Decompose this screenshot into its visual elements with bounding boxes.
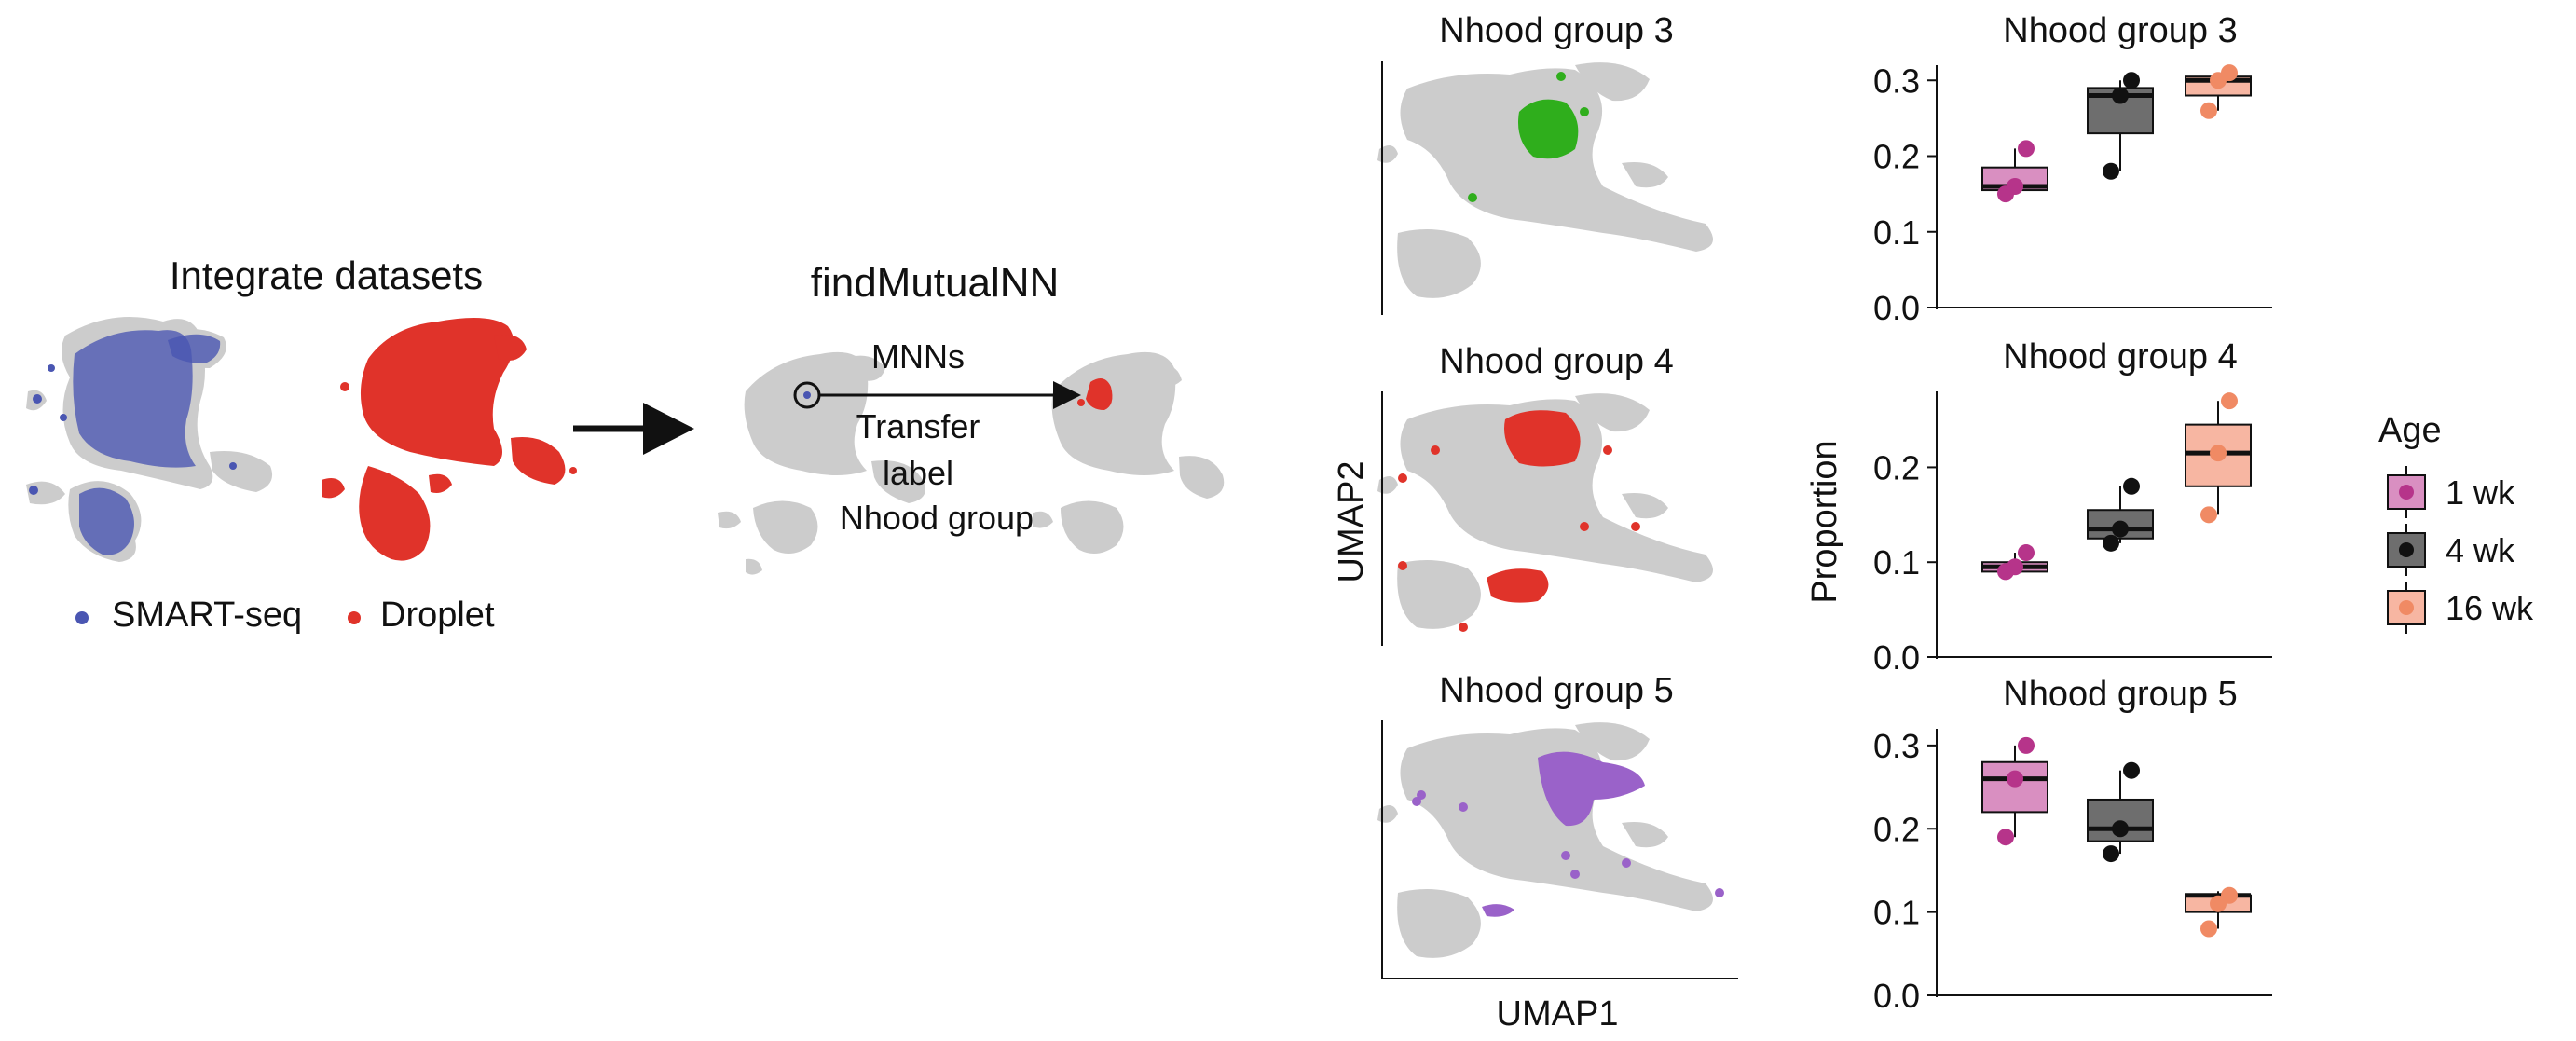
age-legend-label: 4 wk	[2446, 531, 2515, 569]
y-tick-label: 0.2	[1873, 138, 1920, 176]
data-point	[2123, 72, 2140, 89]
box-4wk	[2087, 761, 2154, 863]
age-legend-item-16wk: 16 wk	[2387, 582, 2534, 634]
smartseq-umap	[26, 317, 273, 562]
umap-panel-group-4	[1377, 393, 1713, 632]
age-legend-title: Age	[2378, 411, 2442, 450]
box-4wk	[2087, 477, 2154, 552]
age-legend-label: 16 wk	[2446, 589, 2534, 627]
y-tick-label: 0.2	[1873, 810, 1920, 848]
y-tick-label: 0.2	[1873, 448, 1920, 486]
boxplot-5: 0.0 0.1 0.2 0.3 Nhood group 5	[1873, 675, 2272, 1015]
droplet-legend-label: Droplet	[380, 596, 495, 635]
age-legend: Age 1 wk 4 wk 16 wk	[2378, 411, 2534, 634]
box-4wk	[2087, 72, 2154, 180]
data-point	[2007, 178, 2023, 195]
data-point	[2007, 770, 2023, 788]
dataset-legend: SMART-seq Droplet	[75, 596, 495, 635]
transfer-label-line1: Transfer	[856, 407, 980, 445]
box-16wk	[2185, 886, 2252, 938]
data-point	[2103, 534, 2119, 552]
data-point	[2018, 140, 2035, 158]
mnn-title: findMutualNN	[811, 260, 1060, 306]
data-point	[2103, 845, 2119, 863]
data-point	[2221, 392, 2238, 410]
y-tick-label: 0.3	[1873, 62, 1920, 100]
boxplot-title: Nhood group 4	[2003, 337, 2237, 377]
data-point	[2112, 820, 2129, 838]
data-point	[2200, 102, 2217, 119]
y-tick-label: 0.0	[1873, 289, 1920, 327]
y-tick-label: 0.1	[1873, 894, 1920, 932]
mnn-label: MNNs	[871, 337, 965, 376]
mnn-panel: findMutualNN MNNs Transfer label	[718, 260, 1225, 575]
data-point	[2018, 544, 2035, 562]
box-1wk	[1981, 544, 2048, 581]
y-tick-label: 0.3	[1873, 727, 1920, 765]
umap-xlabel: UMAP1	[1497, 994, 1619, 1034]
box-16wk	[2185, 392, 2252, 524]
transfer-label-line3: Nhood group	[840, 499, 1034, 537]
data-point	[2103, 162, 2119, 180]
data-point	[2200, 920, 2217, 938]
flow-arrow	[573, 403, 694, 455]
umap-title-group-3: Nhood group 3	[1439, 11, 1673, 50]
data-point	[2018, 736, 2035, 754]
transfer-label-line2: label	[883, 454, 953, 492]
umap-title-group-5: Nhood group 5	[1439, 671, 1673, 710]
umap-panel-group-3	[1377, 62, 1713, 298]
data-point	[2112, 87, 2129, 104]
age-legend-item-4wk: 4 wk	[2387, 524, 2515, 576]
droplet-umap	[322, 318, 577, 561]
box-1wk	[1981, 140, 2048, 203]
age-legend-item-1wk: 1 wk	[2387, 466, 2515, 518]
data-point	[2007, 558, 2023, 576]
mnn-umap-left	[718, 351, 925, 575]
umap-ylabel: UMAP2	[1332, 461, 1371, 583]
umap-panel-group-5	[1377, 722, 1724, 958]
data-point	[2123, 761, 2140, 779]
data-point	[2221, 886, 2238, 904]
data-point	[2221, 64, 2238, 82]
data-point	[2112, 520, 2129, 538]
boxplot-title: Nhood group 5	[2003, 675, 2237, 714]
boxplot-title: Nhood group 3	[2003, 11, 2237, 50]
data-point	[1997, 829, 2014, 846]
boxplot-4: 0.0 0.1 0.2 Nhood group 4	[1873, 337, 2272, 677]
proportion-ylabel: Proportion	[1805, 440, 1844, 603]
age-legend-label: 1 wk	[2446, 473, 2515, 512]
smartseq-legend-label: SMART-seq	[112, 596, 302, 635]
umap-title-group-4: Nhood group 4	[1439, 342, 1673, 381]
mnn-umap-right	[1033, 351, 1225, 554]
data-point	[2210, 445, 2227, 462]
smartseq-legend-dot	[75, 611, 89, 624]
box-16wk	[2185, 64, 2252, 119]
integrate-title: Integrate datasets	[170, 253, 483, 297]
data-point	[2200, 506, 2217, 524]
y-tick-label: 0.0	[1873, 638, 1920, 677]
y-tick-label: 0.1	[1873, 213, 1920, 252]
integrate-panel: Integrate datasets	[26, 253, 577, 635]
box-1wk	[1981, 736, 2048, 846]
boxplot-3: 0.0 0.1 0.2 0.3 Nhood group 3	[1873, 11, 2272, 327]
data-point	[2123, 477, 2140, 495]
y-tick-label: 0.1	[1873, 543, 1920, 582]
boxplot-column: 0.0 0.1 0.2 0.3 Nhood group 3 0.0 0.1 0.2 Nhood …	[1873, 11, 2272, 1015]
y-tick-label: 0.0	[1873, 977, 1920, 1015]
mnn-source-cell	[803, 391, 811, 399]
droplet-legend-dot	[348, 611, 361, 624]
